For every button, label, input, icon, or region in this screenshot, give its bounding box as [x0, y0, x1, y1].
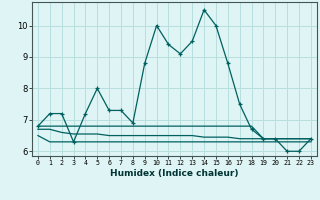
- X-axis label: Humidex (Indice chaleur): Humidex (Indice chaleur): [110, 169, 239, 178]
